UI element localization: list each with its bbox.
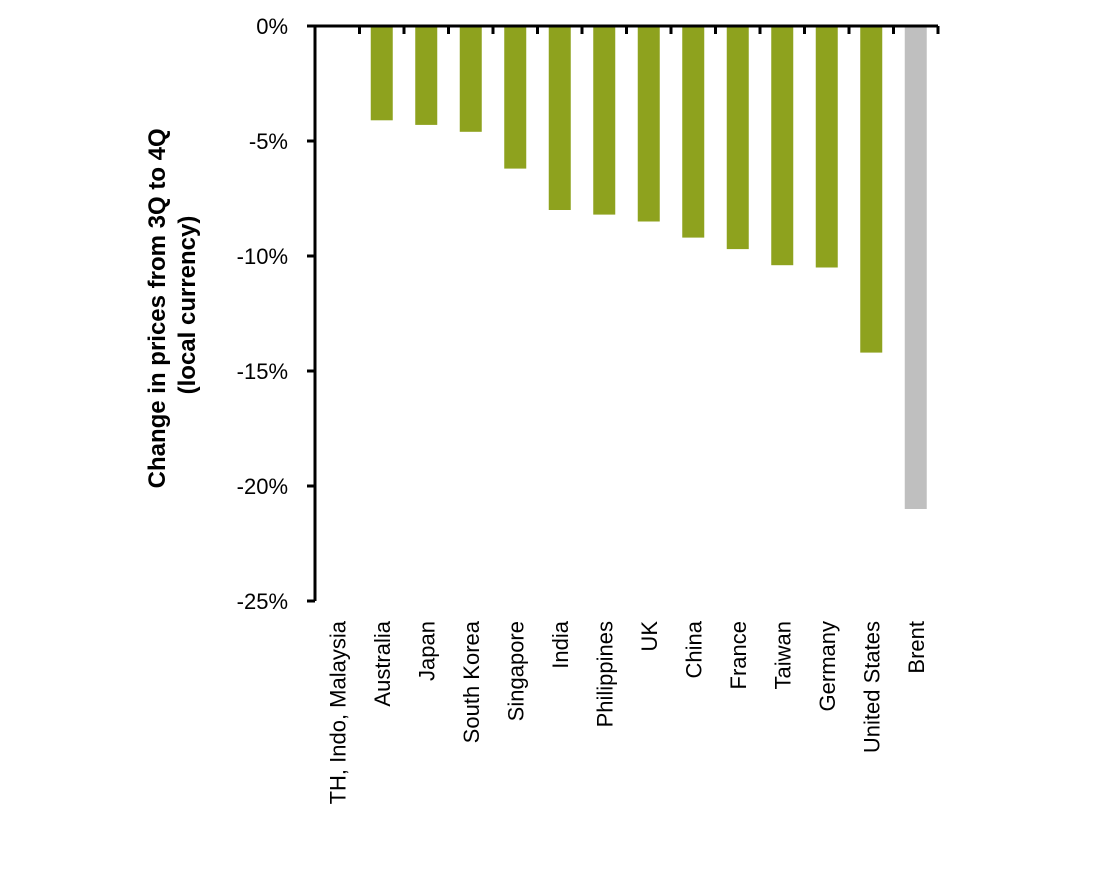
x-tick-label: India xyxy=(548,620,573,668)
y-tick-label: -20% xyxy=(237,474,288,499)
x-tick-label: Philippines xyxy=(592,621,617,727)
x-tick-label: TH, Indo, Malaysia xyxy=(325,620,350,804)
bar-singapore xyxy=(504,26,527,169)
bar-uk xyxy=(637,26,660,222)
y-axis-ticks: 0% -5% -10% -15% -20% -25% xyxy=(237,14,940,614)
bars xyxy=(370,26,927,509)
x-tick-label: South Korea xyxy=(459,620,484,743)
y-axis-title: Change in prices from 3Q to 4Q (local cu… xyxy=(144,122,201,489)
bar-india xyxy=(548,26,571,210)
x-tick-label: Japan xyxy=(414,621,439,681)
x-tick-label: China xyxy=(681,620,706,678)
x-tick-label: Australia xyxy=(370,620,395,706)
y-tick-label: -15% xyxy=(237,359,288,384)
bar-brent xyxy=(904,26,927,509)
bar-france xyxy=(726,26,749,250)
x-axis-labels: TH, Indo, Malaysia Australia Japan South Ko… xyxy=(325,620,929,804)
x-tick-label: Germany xyxy=(815,621,840,711)
x-tick-label: France xyxy=(726,621,751,689)
y-tick-label: -25% xyxy=(237,589,288,614)
bar-australia xyxy=(370,26,393,121)
y-tick-label: 0% xyxy=(256,14,288,39)
x-tick-label: Singapore xyxy=(503,621,528,721)
x-tick-label: Brent xyxy=(904,621,929,674)
bar-japan xyxy=(415,26,438,125)
y-axis-title-line-2: (local currency) xyxy=(174,216,201,395)
y-axis-title-line-1: Change in prices from 3Q to 4Q xyxy=(144,128,171,488)
bar-south-korea xyxy=(459,26,482,132)
bar-philippines xyxy=(593,26,616,215)
bar-taiwan xyxy=(771,26,794,266)
y-tick-label: -10% xyxy=(237,244,288,269)
bar-united-states xyxy=(860,26,883,353)
x-tick-label: Taiwan xyxy=(770,621,795,689)
x-tick-label: UK xyxy=(637,621,662,652)
bar-china xyxy=(682,26,705,238)
x-tick-label: United States xyxy=(859,621,884,753)
y-tick-label: -5% xyxy=(249,129,288,154)
bar-germany xyxy=(815,26,838,268)
